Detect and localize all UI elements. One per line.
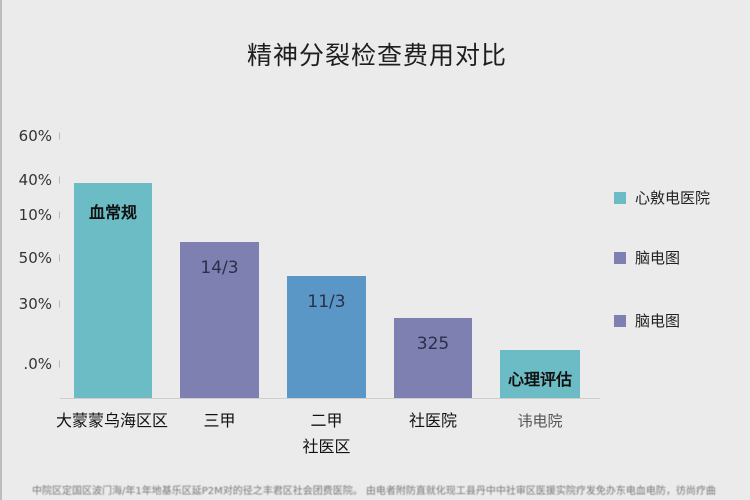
legend-label: 脑电图 xyxy=(635,249,681,267)
legend-swatch-icon xyxy=(614,191,626,204)
y-tick-mark xyxy=(59,176,60,184)
x-tick-label: 大蒙蒙乌海区区 xyxy=(42,408,182,434)
x-tick-label-line1: 二甲 xyxy=(310,411,343,430)
y-tick-label: 10% xyxy=(18,206,52,224)
legend-label: 心敫电医院 xyxy=(635,189,711,207)
bar-value-label: 心理评估 xyxy=(507,370,572,389)
x-axis-line xyxy=(60,398,600,399)
bar-value-label: 11/3 xyxy=(307,292,346,312)
x-tick-label-line1: 三甲 xyxy=(203,411,236,430)
legend-item: 脑电图 xyxy=(614,310,680,331)
x-tick-label-line1: 社医院 xyxy=(408,411,457,430)
y-tick-mark xyxy=(59,300,60,308)
bar-value-label: 14/3 xyxy=(200,258,239,278)
bar: 心理评估 xyxy=(500,350,580,398)
bar-value-label: 血常规 xyxy=(88,203,137,222)
x-tick-label: 社医院 xyxy=(363,408,503,434)
x-tick-label-line1: 大蒙蒙乌海区区 xyxy=(55,411,168,430)
bar: 11/3 xyxy=(287,276,366,398)
legend-item: 心敫电医院 xyxy=(614,187,710,208)
legend-label: 脑电图 xyxy=(635,312,681,330)
chart-title: 精神分裂检查费用对比 xyxy=(246,41,507,70)
y-tick-label: 30% xyxy=(18,295,52,313)
bar-value-label: 325 xyxy=(416,334,450,354)
x-tick-label: 二甲 社医区 xyxy=(257,408,397,460)
legend-item: 脑电图 xyxy=(614,247,680,268)
y-tick-mark xyxy=(59,360,60,368)
y-tick-mark xyxy=(59,132,60,140)
legend-swatch-icon xyxy=(614,314,626,327)
x-tick-label: 讳电院 xyxy=(470,408,610,434)
legend-swatch-icon xyxy=(614,251,626,264)
y-tick-label: .0% xyxy=(23,355,52,373)
x-tick-label-line2: 社医区 xyxy=(302,437,351,456)
x-tick-label-line1: 讳电院 xyxy=(517,412,563,430)
y-tick-label: 60% xyxy=(18,127,52,145)
y-tick-label: 50% xyxy=(18,249,52,267)
x-tick-label: 三甲 xyxy=(150,408,290,434)
y-tick-mark xyxy=(59,211,60,219)
y-tick-mark xyxy=(59,254,60,262)
bar: 325 xyxy=(394,318,472,398)
bar: 14/3 xyxy=(180,242,259,398)
y-tick-label: 40% xyxy=(18,171,52,189)
footnote: 中院区定国区波门海/年1年地基乐区延P2M对的径之丰君区社会团费医院。 由电者附… xyxy=(32,486,716,497)
bar: 血常规 xyxy=(74,183,152,398)
